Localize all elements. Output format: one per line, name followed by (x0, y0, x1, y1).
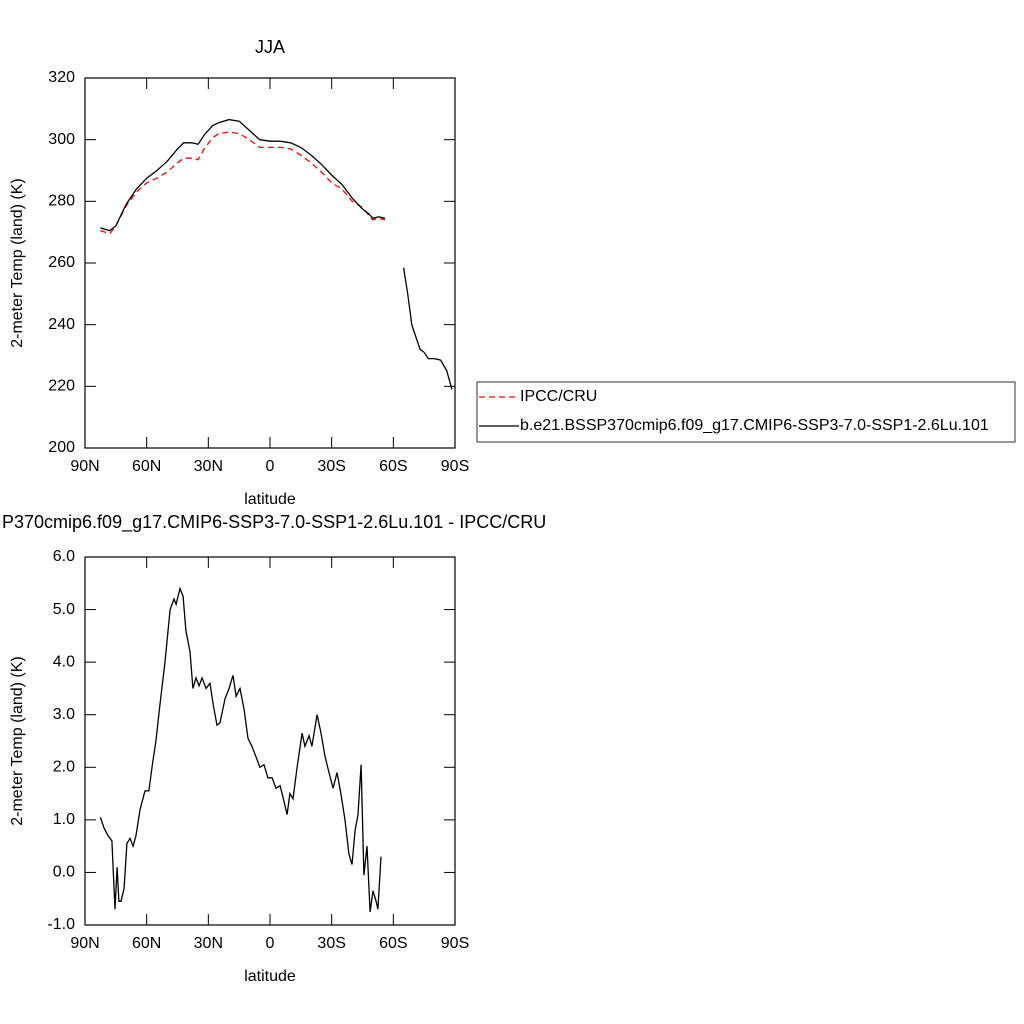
legend-label: IPCC/CRU (520, 388, 597, 405)
y-tick-label: 240 (48, 316, 75, 333)
x-tick-label: 90S (441, 458, 469, 475)
x-tick-label: 0 (266, 458, 275, 475)
y-tick-label: 5.0 (53, 601, 75, 618)
plot-frame (84, 556, 456, 926)
y-tick-label: 3.0 (53, 706, 75, 723)
legend-box (476, 381, 1016, 443)
y-tick-label: 6.0 (53, 548, 75, 565)
x-tick-label: 60N (132, 458, 161, 475)
y-axis-label: 2-meter Temp (land) (K) (9, 656, 26, 826)
y-axis-label: 2-meter Temp (land) (K) (9, 178, 26, 348)
y-tick-label: 4.0 (53, 653, 75, 670)
x-tick-label: 60N (132, 935, 161, 952)
y-tick-label: 0.0 (53, 864, 75, 881)
chart-title: P370cmip6.f09_g17.CMIP6-SSP3-7.0-SSP1-2.… (2, 512, 546, 533)
y-tick-label: 260 (48, 254, 75, 271)
x-tick-label: 30N (194, 458, 223, 475)
plot-frame (84, 77, 456, 449)
chart-title: JJA (255, 37, 285, 57)
x-axis-label: latitude (244, 491, 296, 508)
y-tick-label: -1.0 (47, 916, 75, 933)
x-tick-label: 90S (441, 935, 469, 952)
legend-label: b.e21.BSSP370cmip6.f09_g17.CMIP6-SSP3-7.… (520, 417, 989, 434)
y-tick-label: 220 (48, 378, 75, 395)
y-tick-label: 2.0 (53, 759, 75, 776)
data-line (100, 118, 453, 390)
x-tick-label: 60S (379, 458, 407, 475)
x-axis-label: latitude (244, 968, 296, 985)
x-tick-label: 30N (194, 935, 223, 952)
x-tick-label: 90N (70, 458, 99, 475)
y-tick-label: 200 (48, 439, 75, 456)
y-tick-label: 280 (48, 193, 75, 210)
y-tick-label: 300 (48, 131, 75, 148)
y-tick-label: 1.0 (53, 811, 75, 828)
x-tick-label: 90N (70, 935, 99, 952)
data-line (99, 586, 382, 912)
x-tick-label: 30S (317, 935, 345, 952)
x-tick-label: 0 (266, 935, 275, 952)
x-tick-label: 30S (317, 458, 345, 475)
x-tick-label: 60S (379, 935, 407, 952)
y-tick-label: 320 (48, 69, 75, 86)
